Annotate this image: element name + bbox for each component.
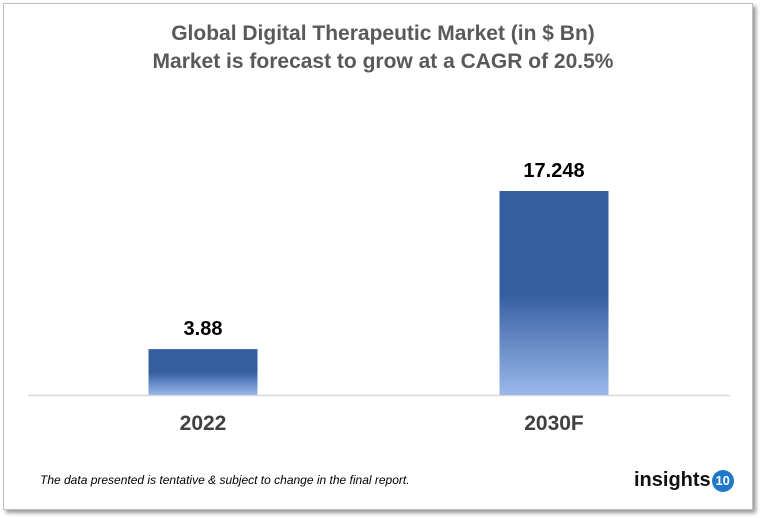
- logo-text: insights: [634, 469, 711, 491]
- logo-badge: 10: [711, 469, 734, 492]
- data-label: 3.88: [184, 318, 223, 340]
- insights10-logo: insights 10: [634, 469, 734, 492]
- chart-title: Global Digital Therapeutic Market (in $ …: [171, 22, 595, 45]
- chart-frame: [3, 3, 753, 510]
- bar-2030F: [499, 191, 609, 395]
- x-tick-label: 2030F: [524, 412, 584, 435]
- bar-2022: [148, 349, 258, 395]
- footnote: The data presented is tentative & subjec…: [40, 473, 410, 487]
- chart-subtitle: Market is forecast to grow at a CAGR of …: [152, 50, 614, 73]
- data-label: 17.248: [523, 160, 584, 182]
- x-tick-label: 2022: [180, 412, 227, 435]
